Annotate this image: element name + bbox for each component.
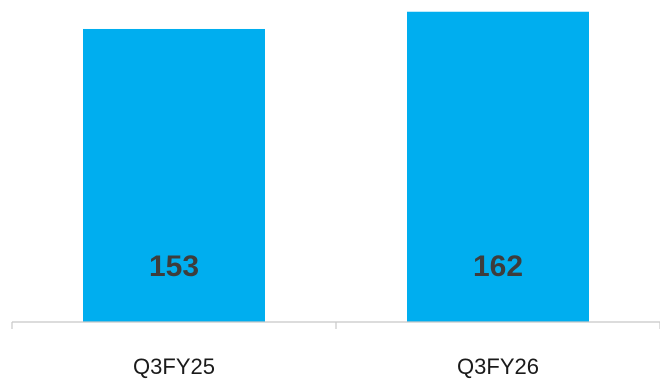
bar-q3fy25 bbox=[83, 28, 265, 323]
bars bbox=[83, 11, 589, 323]
data-label-q3fy26: 162 bbox=[473, 250, 523, 283]
x-tick-label-q3fy25: Q3FY25 bbox=[133, 354, 215, 379]
bar-q3fy26 bbox=[407, 11, 589, 323]
labels: 153 Q3FY25 162 Q3FY26 bbox=[133, 250, 539, 379]
x-tick-label-q3fy26: Q3FY26 bbox=[457, 354, 539, 379]
data-label-q3fy25: 153 bbox=[149, 250, 199, 283]
x-axis bbox=[11, 321, 660, 329]
